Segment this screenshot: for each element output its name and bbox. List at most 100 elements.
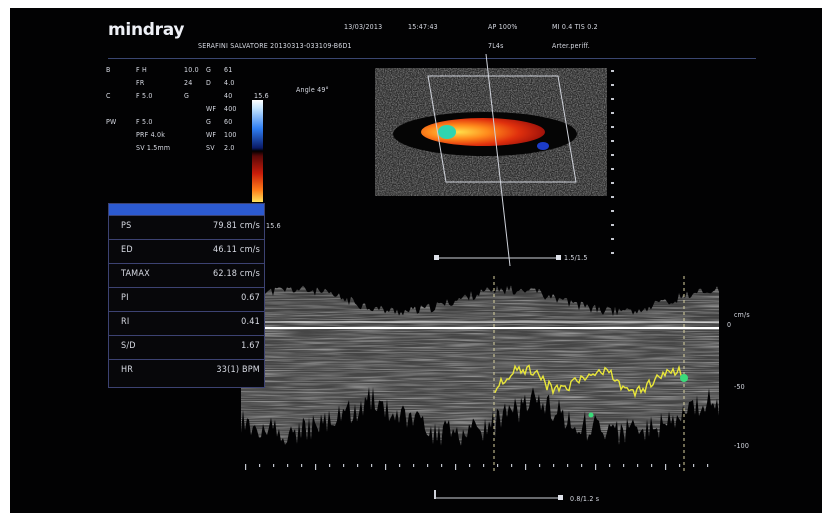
param-key: F 5.0 bbox=[136, 118, 153, 126]
velocity-unit: cm/s bbox=[734, 311, 750, 319]
depth-tick bbox=[611, 84, 614, 86]
depth-scale bbox=[611, 70, 614, 254]
time-tick bbox=[679, 464, 681, 467]
measurement-label: HR bbox=[121, 365, 134, 375]
time-tick bbox=[665, 464, 667, 470]
depth-tick bbox=[611, 70, 614, 72]
param-val2: 100 bbox=[224, 131, 237, 139]
depth-tick bbox=[611, 98, 614, 100]
depth-tick bbox=[611, 126, 614, 128]
time-tick bbox=[343, 464, 345, 467]
param-val2: 60 bbox=[224, 118, 233, 126]
measurement-row: PS 79.81 cm/s bbox=[109, 215, 264, 236]
measurement-label: PI bbox=[121, 293, 129, 303]
measurement-value: 0.41 bbox=[241, 317, 260, 327]
time-tick bbox=[399, 464, 401, 467]
depth-tick bbox=[611, 112, 614, 114]
time-tick bbox=[427, 464, 429, 467]
time-tick bbox=[413, 464, 415, 467]
measurement-row: PI 0.67 bbox=[109, 287, 264, 308]
depth-tick bbox=[611, 210, 614, 212]
time-tick bbox=[567, 464, 569, 467]
param-label: PW bbox=[106, 118, 117, 126]
exam-date: 13/03/2013 bbox=[344, 23, 383, 31]
measurement-label: RI bbox=[121, 317, 130, 327]
time-tick bbox=[301, 464, 303, 467]
time-tick bbox=[455, 464, 457, 470]
time-tick bbox=[651, 464, 653, 467]
param-val2: 40 bbox=[224, 92, 233, 100]
time-tick bbox=[595, 464, 597, 470]
sweep-bar bbox=[434, 490, 563, 500]
color-scale-bar bbox=[252, 100, 263, 202]
sweep-time-label: 0.8/1.2 s bbox=[570, 495, 600, 503]
param-label: B bbox=[106, 66, 111, 74]
param-key2: G bbox=[206, 66, 212, 74]
depth-tick bbox=[611, 238, 614, 240]
param-val: 24 bbox=[184, 79, 193, 87]
param-val: 10.0 bbox=[184, 66, 199, 74]
param-key: F 5.0 bbox=[136, 92, 153, 100]
time-tick bbox=[273, 464, 275, 467]
time-tick bbox=[483, 464, 485, 467]
depth-tick bbox=[611, 154, 614, 156]
time-tick bbox=[623, 464, 625, 467]
time-tick bbox=[525, 464, 527, 470]
measurement-label: ED bbox=[121, 245, 133, 255]
param-label: C bbox=[106, 92, 111, 100]
measurement-row: TAMAX 62.18 cm/s bbox=[109, 263, 264, 284]
measurement-value: 62.18 cm/s bbox=[212, 269, 260, 279]
velocity-mark-1: -50 bbox=[734, 383, 745, 391]
doppler-angle: Angle 49° bbox=[296, 86, 329, 94]
header-divider bbox=[108, 58, 756, 59]
measurement-row: HR 33(1) BPM bbox=[109, 359, 264, 380]
time-tick bbox=[707, 464, 709, 467]
measurement-row: S/D 1.67 bbox=[109, 335, 264, 356]
time-tick bbox=[469, 464, 471, 467]
measurement-results: PS 79.81 cm/s ED 46.11 cm/s TAMAX 62.18 cm/s P… bbox=[108, 203, 265, 388]
param-key: F H bbox=[136, 66, 147, 74]
time-tick bbox=[637, 464, 639, 467]
probe-name: 7L4s bbox=[488, 42, 504, 50]
exam-preset: Arter.periff. bbox=[552, 42, 590, 50]
ultrasound-monitor: { "header": { "brand": "mindray", "date"… bbox=[10, 8, 822, 513]
time-tick bbox=[497, 464, 499, 467]
param-val2: 400 bbox=[224, 105, 237, 113]
measurement-value: 33(1) BPM bbox=[216, 365, 260, 375]
param-key: SV 1.5mm bbox=[136, 144, 171, 152]
gate-depth-label: 1.5/1.5 bbox=[564, 254, 588, 262]
time-tick bbox=[329, 464, 331, 467]
measurement-value: 46.11 cm/s bbox=[212, 245, 260, 255]
time-tick bbox=[581, 464, 583, 467]
time-tick bbox=[259, 464, 261, 467]
patient-id: SERAFINI SALVATORE 20130313-033109-B6D1 bbox=[198, 42, 352, 50]
param-val2: 4.0 bbox=[224, 79, 235, 87]
param-key2: G bbox=[206, 118, 212, 126]
acoustic-power: AP 100% bbox=[488, 23, 518, 31]
measurement-header bbox=[109, 204, 264, 215]
measurement-value: 0.67 bbox=[241, 293, 260, 303]
measurement-label: TAMAX bbox=[121, 269, 150, 279]
mindray-logo: mindray bbox=[108, 20, 185, 40]
time-tick bbox=[315, 464, 317, 470]
time-tick bbox=[553, 464, 555, 467]
measurement-label: S/D bbox=[121, 341, 136, 351]
time-tick bbox=[245, 464, 247, 470]
measurement-row: RI 0.41 bbox=[109, 311, 264, 332]
param-val2: 2.0 bbox=[224, 144, 235, 152]
velocity-mark-2: -100 bbox=[734, 442, 750, 450]
colorbar-top-label: 15.6 bbox=[254, 92, 269, 100]
param-key2: WF bbox=[206, 105, 217, 113]
depth-tick bbox=[611, 252, 614, 254]
time-tick bbox=[511, 464, 513, 467]
time-tick bbox=[287, 464, 289, 467]
zero-baseline-label: 0 bbox=[727, 321, 732, 329]
pw-spectral-doppler bbox=[241, 266, 719, 471]
measurement-row: ED 46.11 cm/s bbox=[109, 239, 264, 260]
param-key: PRF 4.0k bbox=[136, 131, 166, 139]
param-val: G bbox=[184, 92, 190, 100]
depth-tick bbox=[611, 168, 614, 170]
measurement-value: 1.67 bbox=[241, 341, 260, 351]
time-tick bbox=[693, 464, 695, 467]
